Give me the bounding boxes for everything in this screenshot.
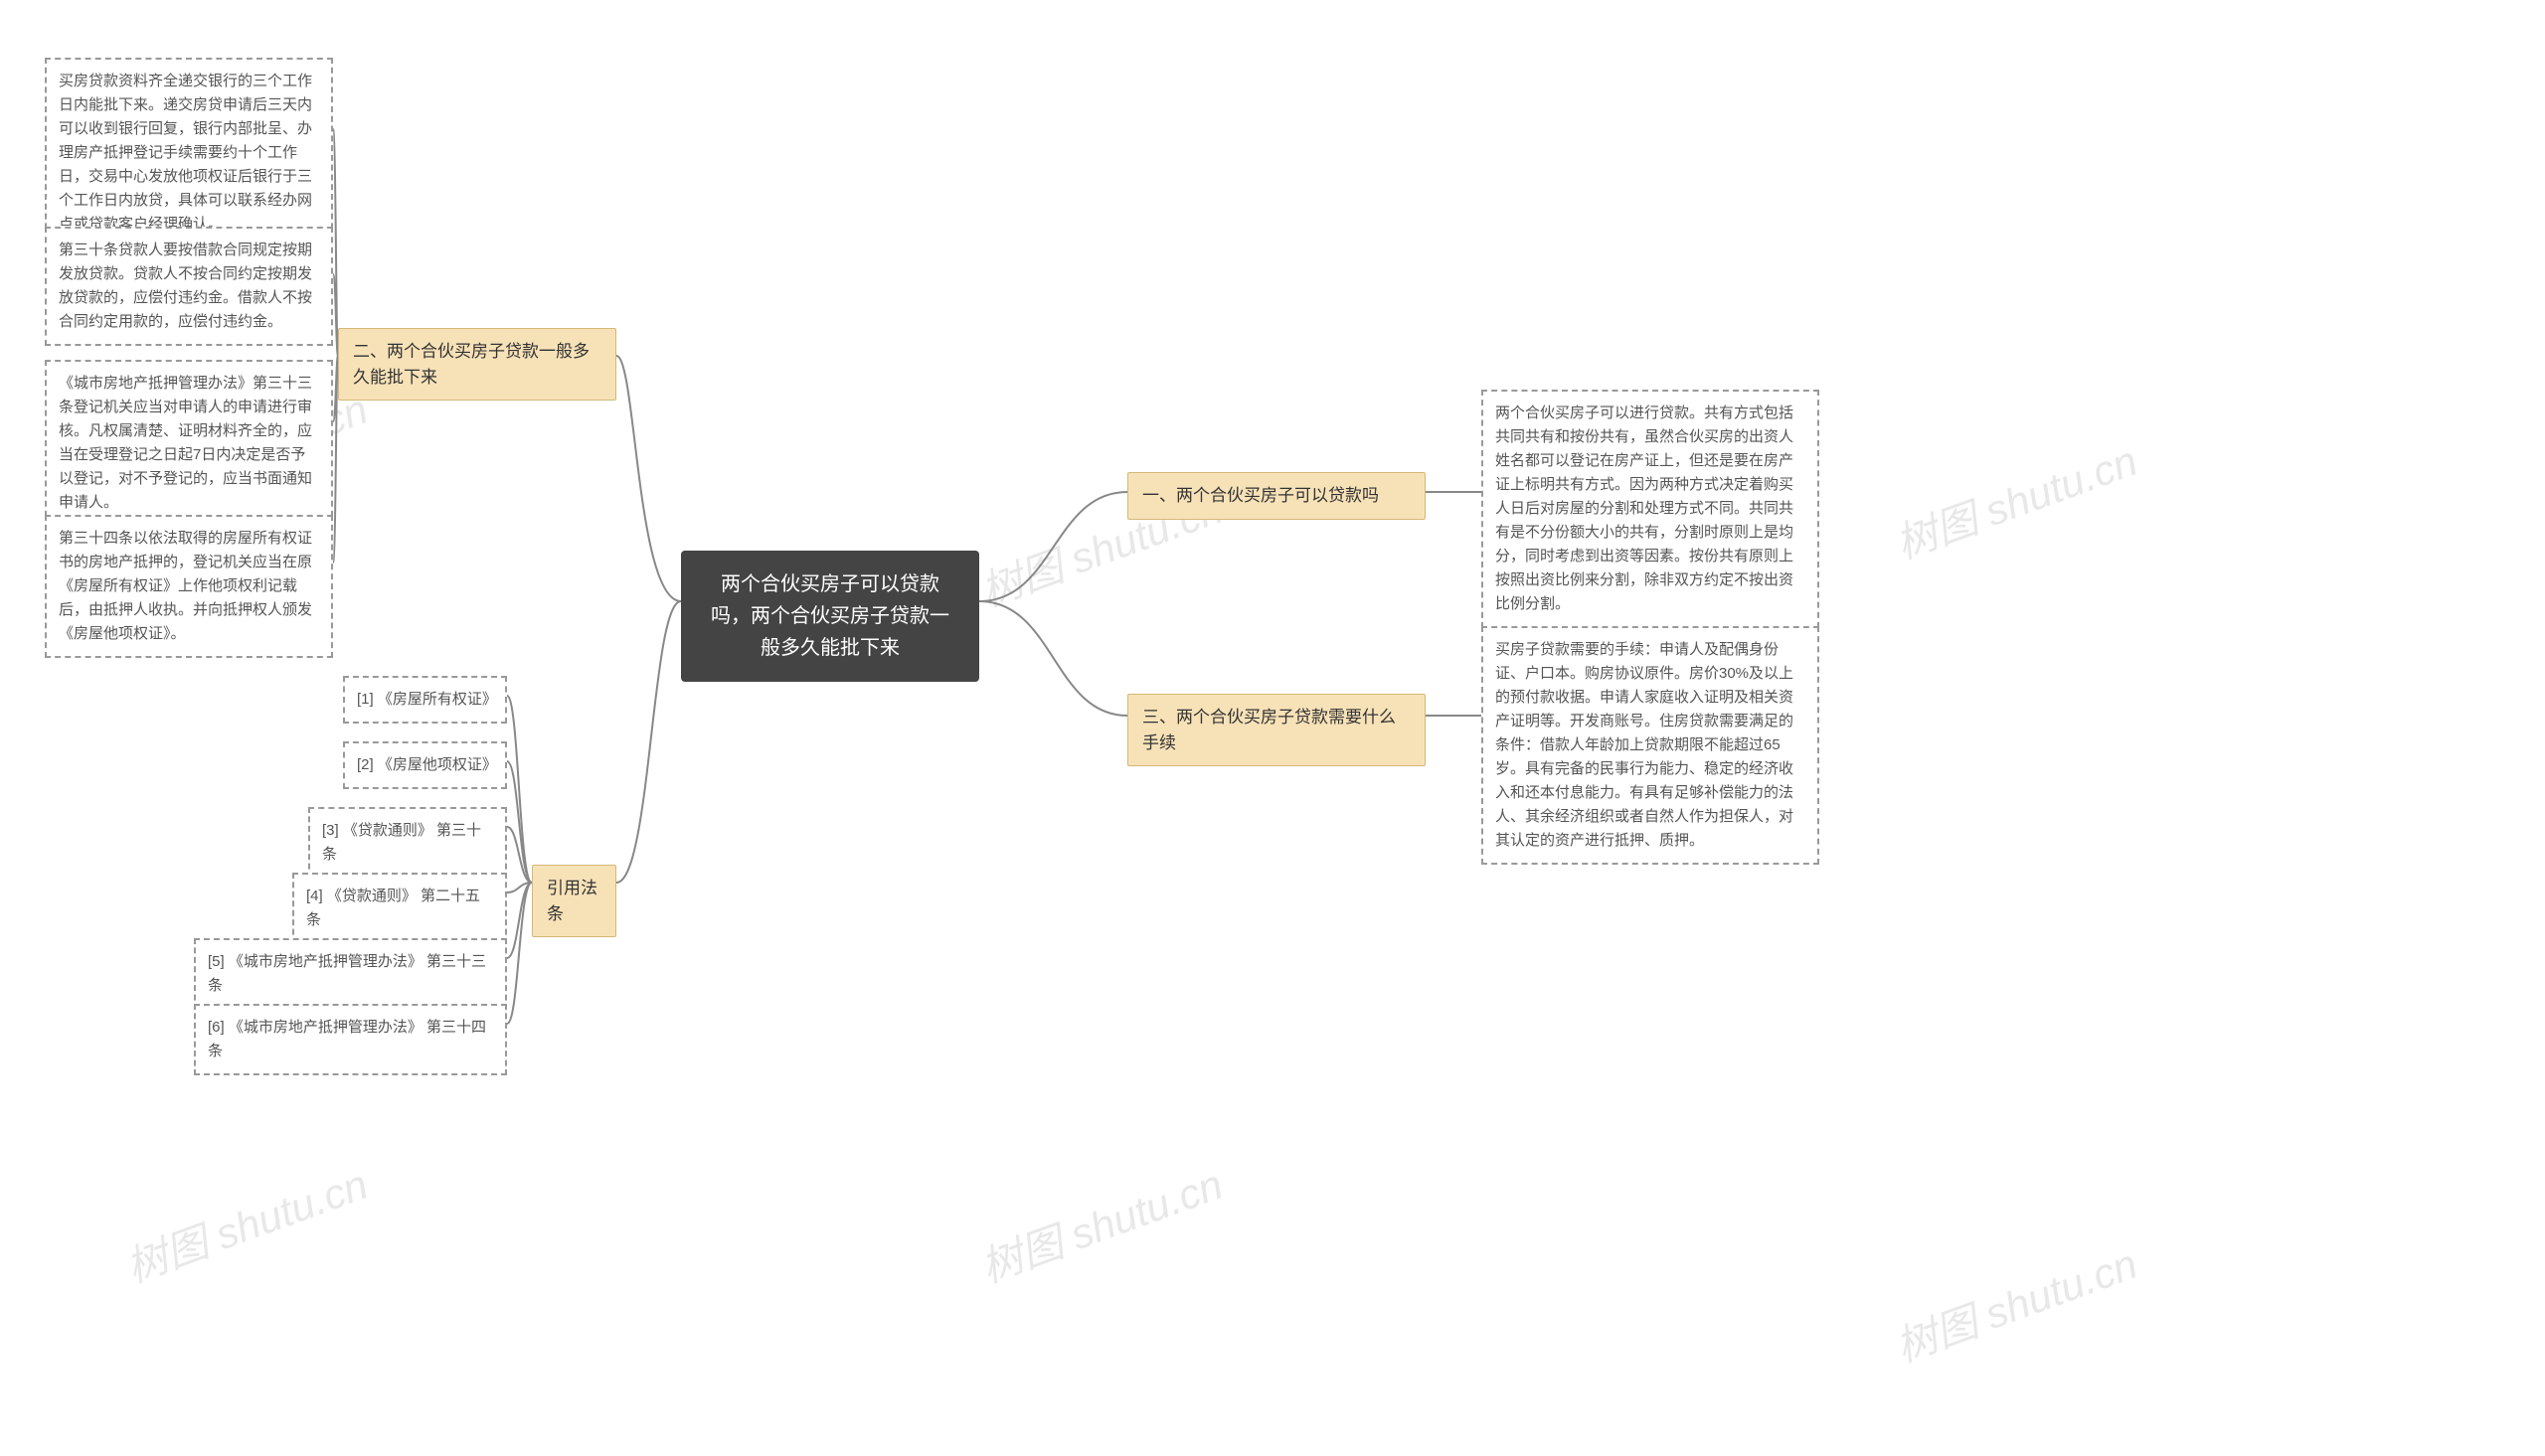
ref-item: [6] 《城市房地产抵押管理办法》 第三十四条	[194, 1004, 507, 1075]
ref-item: [2] 《房屋他项权证》	[343, 741, 507, 789]
leaf-node: 《城市房地产抵押管理办法》第三十三条登记机关应当对申请人的申请进行审核。凡权属清…	[45, 360, 333, 527]
ref-item: [3] 《贷款通则》 第三十条	[308, 807, 507, 879]
watermark: 树图 shutu.cn	[1886, 1230, 2144, 1374]
watermark: 树图 shutu.cn	[1886, 427, 2144, 570]
leaf-node: 第三十条贷款人要按借款合同规定按期发放贷款。贷款人不按合同约定按期发放贷款的，应…	[45, 227, 333, 346]
root-node[interactable]: 两个合伙买房子可以贷款吗，两个合伙买房子贷款一般多久能批下来	[681, 551, 979, 682]
ref-item: [1] 《房屋所有权证》	[343, 676, 507, 724]
branch-node-2[interactable]: 二、两个合伙买房子贷款一般多久能批下来	[338, 328, 616, 401]
branch-node-3[interactable]: 三、两个合伙买房子贷款需要什么手续	[1127, 694, 1426, 766]
watermark: 树图 shutu.cn	[116, 1151, 375, 1294]
branch-node-1[interactable]: 一、两个合伙买房子可以贷款吗	[1127, 472, 1426, 520]
leaf-node: 买房贷款资料齐全递交银行的三个工作日内能批下来。递交房贷申请后三天内可以收到银行…	[45, 58, 333, 248]
leaf-node: 第三十四条以依法取得的房屋所有权证书的房地产抵押的，登记机关应当在原《房屋所有权…	[45, 515, 333, 658]
leaf-node: 买房子贷款需要的手续：申请人及配偶身份证、户口本。购房协议原件。房价30%及以上…	[1481, 626, 1819, 865]
ref-item: [5] 《城市房地产抵押管理办法》 第三十三条	[194, 938, 507, 1010]
leaf-node: 两个合伙买房子可以进行贷款。共有方式包括共同共有和按份共有，虽然合伙买房的出资人…	[1481, 390, 1819, 628]
branch-node-ref[interactable]: 引用法条	[532, 865, 616, 937]
watermark: 树图 shutu.cn	[971, 1151, 1230, 1294]
ref-item: [4] 《贷款通则》 第二十五条	[292, 873, 507, 944]
